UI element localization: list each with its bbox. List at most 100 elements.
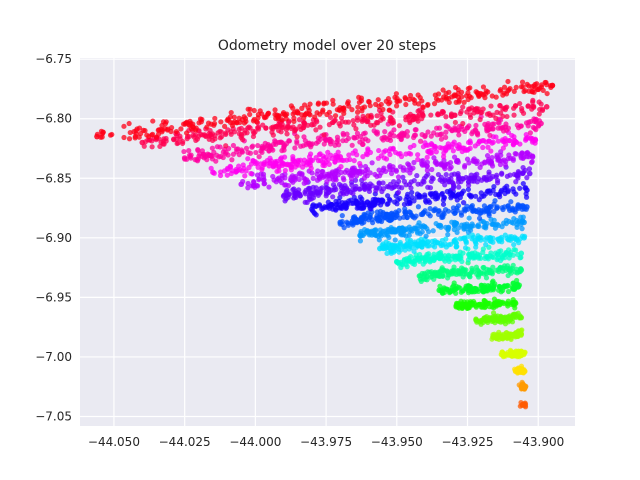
scatter-point — [364, 166, 371, 172]
scatter-point — [366, 188, 372, 195]
scatter-point — [511, 112, 517, 118]
scatter-point — [494, 221, 500, 227]
scatter-point — [375, 97, 381, 103]
scatter-point — [438, 136, 445, 142]
scatter-point — [247, 150, 254, 156]
scatter-point — [272, 107, 278, 113]
scatter-point — [357, 186, 363, 192]
scatter-point — [490, 239, 496, 245]
scatter-point — [422, 240, 428, 247]
scatter-point — [213, 158, 219, 164]
scatter-point — [431, 276, 437, 282]
scatter-point — [333, 152, 339, 158]
scatter-point — [506, 267, 512, 273]
scatter-point — [327, 141, 334, 147]
scatter-point — [506, 236, 512, 242]
scatter-point — [181, 148, 187, 155]
scatter-point — [326, 205, 333, 211]
scatter-point — [303, 162, 310, 168]
scatter-point — [480, 144, 486, 151]
scatter-point — [461, 99, 467, 105]
scatter-point — [498, 351, 505, 358]
scatter-point — [334, 134, 341, 140]
scatter-point — [380, 180, 386, 186]
scatter-point — [398, 226, 404, 232]
scatter-point — [307, 151, 314, 157]
scatter-point — [430, 176, 436, 182]
scatter-point — [501, 84, 508, 90]
scatter-point — [415, 118, 421, 124]
scatter-point — [417, 95, 423, 101]
scatter-point — [482, 237, 488, 243]
scatter-point — [357, 238, 364, 244]
scatter-point — [350, 190, 356, 197]
scatter-point — [425, 198, 431, 204]
scatter-point — [451, 222, 457, 228]
scatter-point — [436, 255, 443, 261]
scatter-point — [518, 123, 524, 129]
scatter-point — [322, 162, 328, 169]
scatter-point — [218, 119, 224, 125]
scatter-point — [212, 115, 218, 122]
scatter-point — [422, 140, 428, 146]
scatter-point — [195, 147, 201, 153]
scatter-point — [494, 109, 500, 115]
scatter-point — [183, 120, 190, 126]
scatter-point — [228, 109, 234, 116]
series-step-3 — [498, 347, 528, 360]
scatter-point — [496, 268, 502, 275]
scatter-point — [512, 247, 519, 253]
scatter-point — [445, 95, 452, 102]
scatter-point — [467, 227, 474, 233]
scatter-point — [273, 163, 279, 169]
scatter-point — [194, 158, 201, 164]
scatter-point — [162, 121, 169, 127]
scatter-point — [274, 168, 280, 174]
scatter-point — [425, 129, 431, 135]
scatter-point — [448, 195, 454, 201]
scatter-point — [211, 149, 217, 155]
scatter-point — [392, 243, 398, 249]
scatter-point — [256, 176, 262, 182]
scatter-point — [513, 191, 519, 197]
scatter-point — [443, 114, 449, 120]
scatter-point — [315, 100, 322, 106]
scatter-point — [313, 127, 319, 133]
scatter-point — [485, 144, 491, 150]
scatter-point — [462, 285, 469, 291]
scatter-point — [357, 160, 363, 167]
scatter-point — [375, 200, 382, 206]
scatter-point — [307, 189, 313, 195]
scatter-point — [397, 151, 403, 157]
series-step-15 — [238, 149, 536, 191]
scatter-point — [297, 170, 303, 176]
scatter-point — [436, 207, 442, 214]
scatter-point — [505, 78, 511, 85]
scatter-point — [407, 199, 413, 205]
scatter-point — [332, 176, 338, 182]
scatter-point — [402, 209, 409, 215]
scatter-point — [517, 185, 523, 191]
scatter-point — [528, 159, 535, 166]
scatter-point — [158, 126, 164, 132]
scatter-point — [450, 205, 457, 211]
scatter-point — [479, 109, 485, 116]
scatter-point — [415, 204, 422, 210]
scatter-point — [498, 299, 504, 305]
scatter-point — [456, 99, 462, 105]
scatter-point — [481, 176, 487, 182]
scatter-point — [491, 184, 497, 190]
scatter-point — [273, 124, 279, 130]
scatter-point — [301, 102, 308, 108]
scatter-point — [429, 142, 435, 148]
scatter-point — [285, 194, 291, 200]
scatter-point — [294, 138, 300, 144]
scatter-point — [507, 172, 513, 178]
scatter-point — [126, 136, 133, 142]
scatter-point — [281, 154, 288, 160]
scatter-point — [473, 264, 479, 270]
scatter-point — [500, 145, 506, 151]
scatter-point — [411, 142, 417, 149]
scatter-point — [450, 185, 456, 191]
